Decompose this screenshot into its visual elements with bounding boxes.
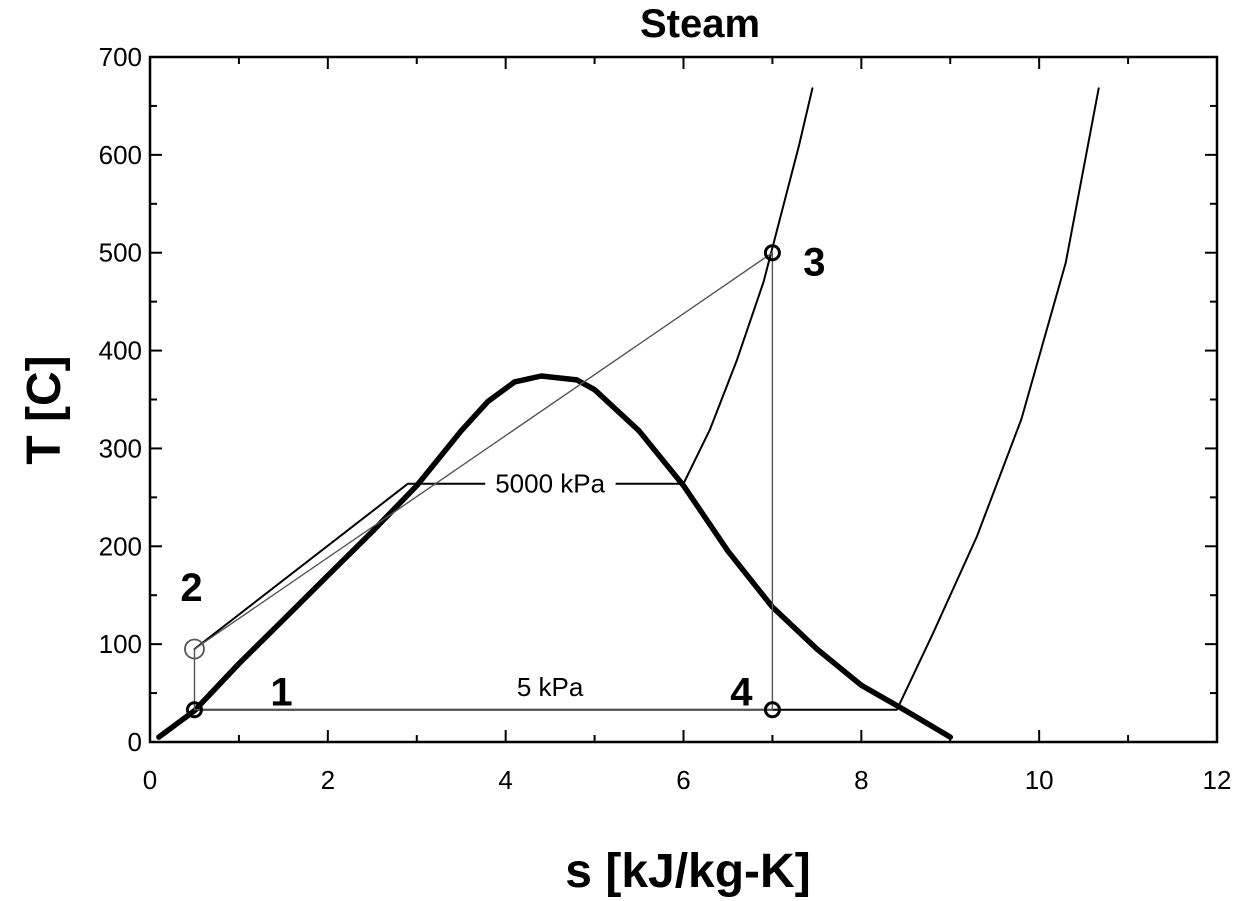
- state-point-label-background: [721, 669, 762, 708]
- state-point-marker: [185, 701, 203, 719]
- state-point-label: 1: [270, 671, 292, 715]
- y-tick-label: 100: [99, 629, 142, 659]
- state-point-marker: [184, 638, 205, 660]
- series-isobar-low: [193, 87, 1100, 711]
- isobar-label-background: [506, 670, 594, 705]
- chart-title: Steam: [640, 2, 760, 46]
- y-tick-label: 500: [99, 238, 142, 268]
- y-tick-label: 300: [99, 433, 142, 463]
- x-tick-label: 2: [321, 765, 335, 795]
- series-cycle: [193, 252, 774, 711]
- x-axis-label: s [kJ/kg-K]: [565, 845, 810, 898]
- y-tick-label: 400: [99, 336, 142, 366]
- isobar-label: 5 kPa: [517, 672, 584, 702]
- y-tick-label: 600: [99, 140, 142, 170]
- isobar-label-background: [485, 466, 616, 501]
- x-tick-label: 4: [498, 765, 512, 795]
- y-tick-label: 200: [99, 531, 142, 561]
- state-point-marker: [763, 701, 781, 719]
- plot-frame: [148, 55, 1219, 744]
- x-tick-label: 12: [1203, 765, 1232, 795]
- series-saturation-dome: [156, 373, 954, 740]
- x-tick-label: 10: [1025, 765, 1054, 795]
- state-point-label: 2: [180, 566, 202, 610]
- y-tick-label: 0: [128, 727, 142, 757]
- state-point-label: 4: [730, 671, 753, 715]
- state-point-label-background: [261, 669, 302, 708]
- y-tick-label: 700: [99, 42, 142, 72]
- isobar-label: 5000 kPa: [495, 469, 605, 499]
- x-tick-label: 6: [676, 765, 690, 795]
- state-point-marker: [763, 244, 781, 262]
- y-axis-label: T [C]: [18, 355, 71, 464]
- x-tick-label: 8: [854, 765, 868, 795]
- x-tick-label: 0: [143, 765, 157, 795]
- state-point-label: 3: [803, 241, 825, 285]
